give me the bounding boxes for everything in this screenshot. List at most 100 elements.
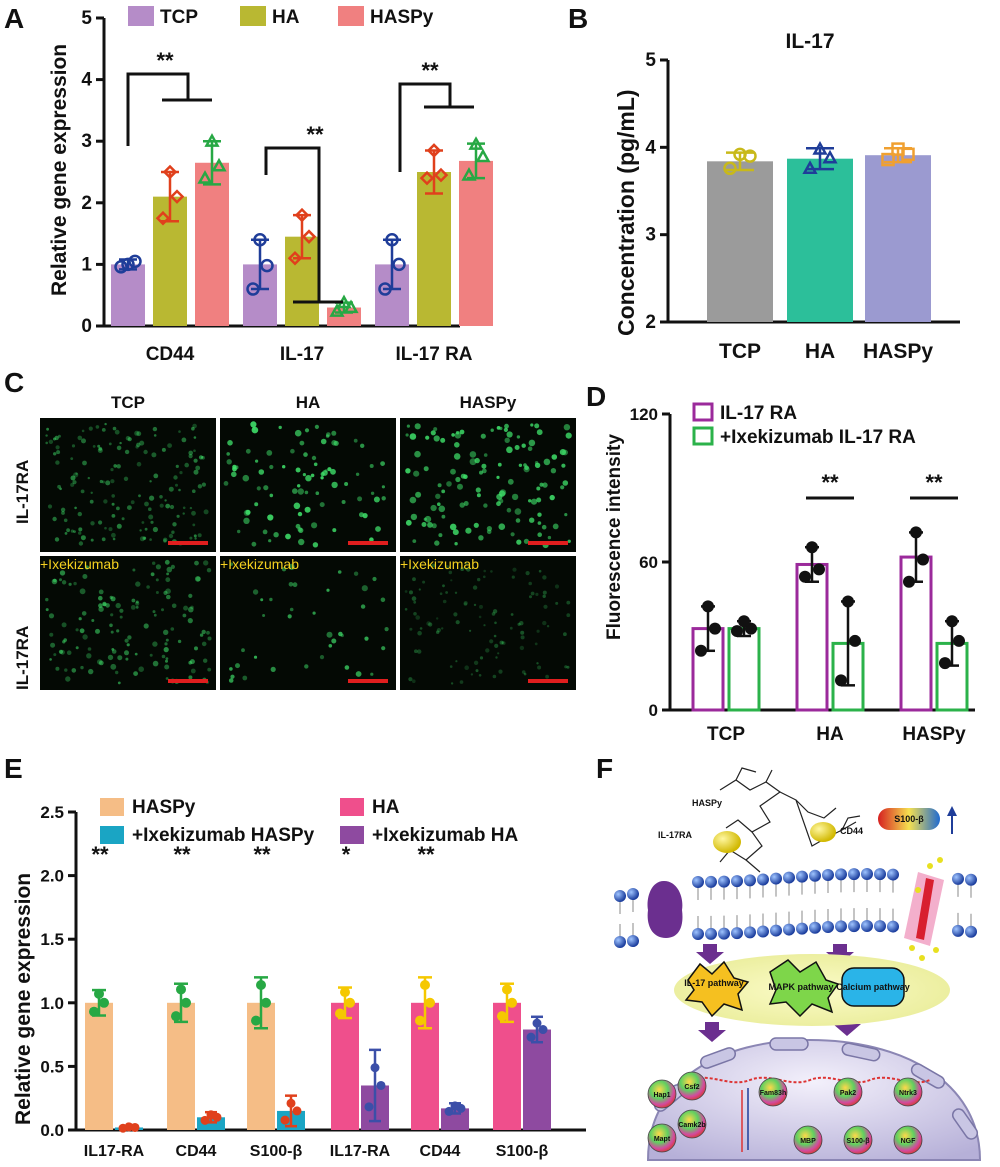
- lipid-head-0-0: [614, 890, 626, 902]
- cell-il17ra-ha-15: [380, 461, 385, 466]
- cell-il17ra-haspy-79: [446, 481, 452, 487]
- cell-il17ra-tcp-80: [78, 541, 84, 546]
- panel-d-legend-label-0: IL-17 RA: [720, 403, 797, 424]
- gene-label-5: Pak2: [840, 1090, 856, 1097]
- cell-ixekizumab-tcp-67: [75, 646, 79, 650]
- cell-ixekizumab-tcp-37: [130, 605, 136, 610]
- cell-il17ra-ha-35: [297, 511, 303, 517]
- cell-ixekizumab-tcp-95: [138, 666, 144, 672]
- cell-il17ra-ha-53: [273, 532, 279, 538]
- cell-il17ra-haspy-115: [490, 428, 494, 432]
- cell-il17ra-haspy-9: [530, 498, 538, 505]
- cell-il17ra-ha-32: [353, 438, 358, 443]
- lipid-head-1-11: [757, 925, 769, 938]
- cell-il17ra-tcp-68: [159, 503, 164, 508]
- micro-col-haspy: HASPy: [460, 393, 517, 412]
- cell-ixekizumab-tcp-72: [165, 677, 169, 680]
- cell-il17ra-ha-47: [305, 475, 312, 482]
- cell-ixekizumab-haspy-52: [498, 669, 503, 674]
- cell-il17ra-haspy-38: [536, 486, 541, 491]
- cell-ixekizumab-ha-22: [253, 655, 258, 659]
- cell-il17ra-tcp-55: [98, 447, 103, 451]
- lipid-head-1-17: [835, 920, 847, 933]
- cell-ixekizumab-haspy-94: [489, 639, 494, 644]
- cell-il17ra-tcp-88: [144, 501, 149, 507]
- legend-swatch-tcp: [128, 6, 154, 26]
- panel-e-point-control-2-0: [251, 1015, 261, 1026]
- cell-ixekizumab-haspy-40: [470, 673, 474, 676]
- panel-b-ytick-label-2: 4: [645, 137, 656, 158]
- panel-e-point-treated-2-0: [280, 1115, 290, 1125]
- cell-il17ra-tcp-72: [184, 462, 189, 468]
- cell-ixekizumab-tcp-52: [188, 593, 193, 599]
- cell-ixekizumab-haspy-21: [494, 621, 497, 625]
- cell-ixekizumab-haspy-88: [493, 634, 497, 638]
- cell-ixekizumab-haspy-75: [495, 656, 498, 659]
- cell-il17ra-haspy-65: [454, 442, 460, 448]
- cell-il17ra-haspy-116: [469, 458, 477, 466]
- cell-il17ra-ha-36: [341, 500, 346, 504]
- cell-ixekizumab-haspy-57: [494, 643, 499, 649]
- cell-il17ra-tcp-22: [192, 523, 196, 527]
- cell-ixekizumab-ha-1: [372, 576, 377, 582]
- lipid-head-1-18: [848, 920, 860, 933]
- cell-ixekizumab-tcp-35: [146, 585, 150, 589]
- cell-ixekizumab-haspy-45: [409, 627, 413, 631]
- cell-il17ra-tcp-83: [134, 430, 140, 436]
- lipid-head-1-14: [796, 922, 808, 935]
- cell-ixekizumab-tcp-34: [91, 619, 95, 622]
- cell-ixekizumab-haspy-25: [543, 604, 548, 609]
- cell-il17ra-tcp-7: [61, 511, 65, 515]
- cell-ixekizumab-tcp-122: [49, 658, 52, 661]
- panel-e-bar-control-5: [493, 1002, 521, 1130]
- cell-il17ra-ha-87: [327, 467, 332, 472]
- cell-il17ra-tcp-117: [60, 507, 66, 512]
- cell-il17ra-tcp-85: [111, 502, 115, 506]
- panel-d-point-1-1-0: [835, 674, 847, 687]
- cell-il17ra-tcp-153: [159, 495, 163, 499]
- cell-il17ra-ha-11: [262, 529, 268, 535]
- cell-ixekizumab-haspy-4: [566, 613, 571, 618]
- haspy-molecule-icon: [719, 767, 861, 873]
- gene-label-8: S100-β: [847, 1138, 871, 1145]
- cell-ixekizumab-ha-11: [289, 607, 294, 612]
- panel-e-point-control-4-2: [420, 979, 430, 990]
- cell-il17ra-ha-76: [232, 464, 237, 470]
- cell-ixekizumab-ha-6: [292, 582, 298, 588]
- cell-ixekizumab-tcp-48: [134, 652, 138, 656]
- cell-il17ra-tcp-34: [88, 426, 93, 431]
- cell-il17ra-ha-56: [303, 452, 308, 457]
- cell-il17ra-tcp-141: [77, 435, 83, 441]
- panel-e-point-control-3-1: [345, 997, 355, 1008]
- panel-b-ytick-label-3: 5: [645, 50, 656, 71]
- panel-c-micrographs: TCP HA HASPy IL-17RA IL-17RA +Ixekizumab…: [13, 393, 576, 690]
- cell-il17ra-tcp-32: [92, 445, 96, 448]
- panel-b-bar-ha: [787, 158, 853, 322]
- panel-a-bar-tcp-0: [111, 264, 145, 326]
- cell-il17ra-haspy-106: [438, 533, 443, 538]
- cell-ixekizumab-ha-31: [260, 598, 264, 602]
- panel-f-schematic: HASPy IL-17RA CD44 S100-β IL-17 pathway …: [614, 767, 982, 1161]
- cell-ixekizumab-haspy-92: [450, 579, 453, 582]
- cell-ixekizumab-haspy-56: [479, 604, 483, 609]
- label-s100b: S100-β: [894, 814, 924, 824]
- cell-ixekizumab-tcp-87: [61, 622, 67, 628]
- cell-il17ra-tcp-64: [144, 527, 148, 531]
- legend-label-ha: HA: [272, 7, 300, 28]
- cell-il17ra-haspy-70: [504, 423, 509, 429]
- cell-il17ra-haspy-4: [476, 493, 481, 498]
- lipid-head-0-10: [744, 874, 756, 887]
- cell-ixekizumab-tcp-19: [125, 657, 129, 661]
- label-cd44: CD44: [840, 826, 863, 836]
- cell-ixekizumab-ha-38: [344, 665, 350, 670]
- legend-label-tcp: TCP: [160, 7, 198, 28]
- panel-d-point-0-0-1: [709, 622, 721, 635]
- cell-ixekizumab-tcp-42: [188, 606, 194, 613]
- cell-il17ra-haspy-77: [551, 454, 558, 460]
- cell-il17ra-tcp-124: [182, 512, 185, 515]
- cell-il17ra-tcp-84: [78, 531, 82, 535]
- cell-il17ra-tcp-1: [151, 452, 157, 458]
- panel-b-point-2-2: [891, 142, 905, 156]
- cell-il17ra-ha-80: [319, 502, 325, 508]
- panel-b-xtick-label-1: HA: [805, 340, 835, 363]
